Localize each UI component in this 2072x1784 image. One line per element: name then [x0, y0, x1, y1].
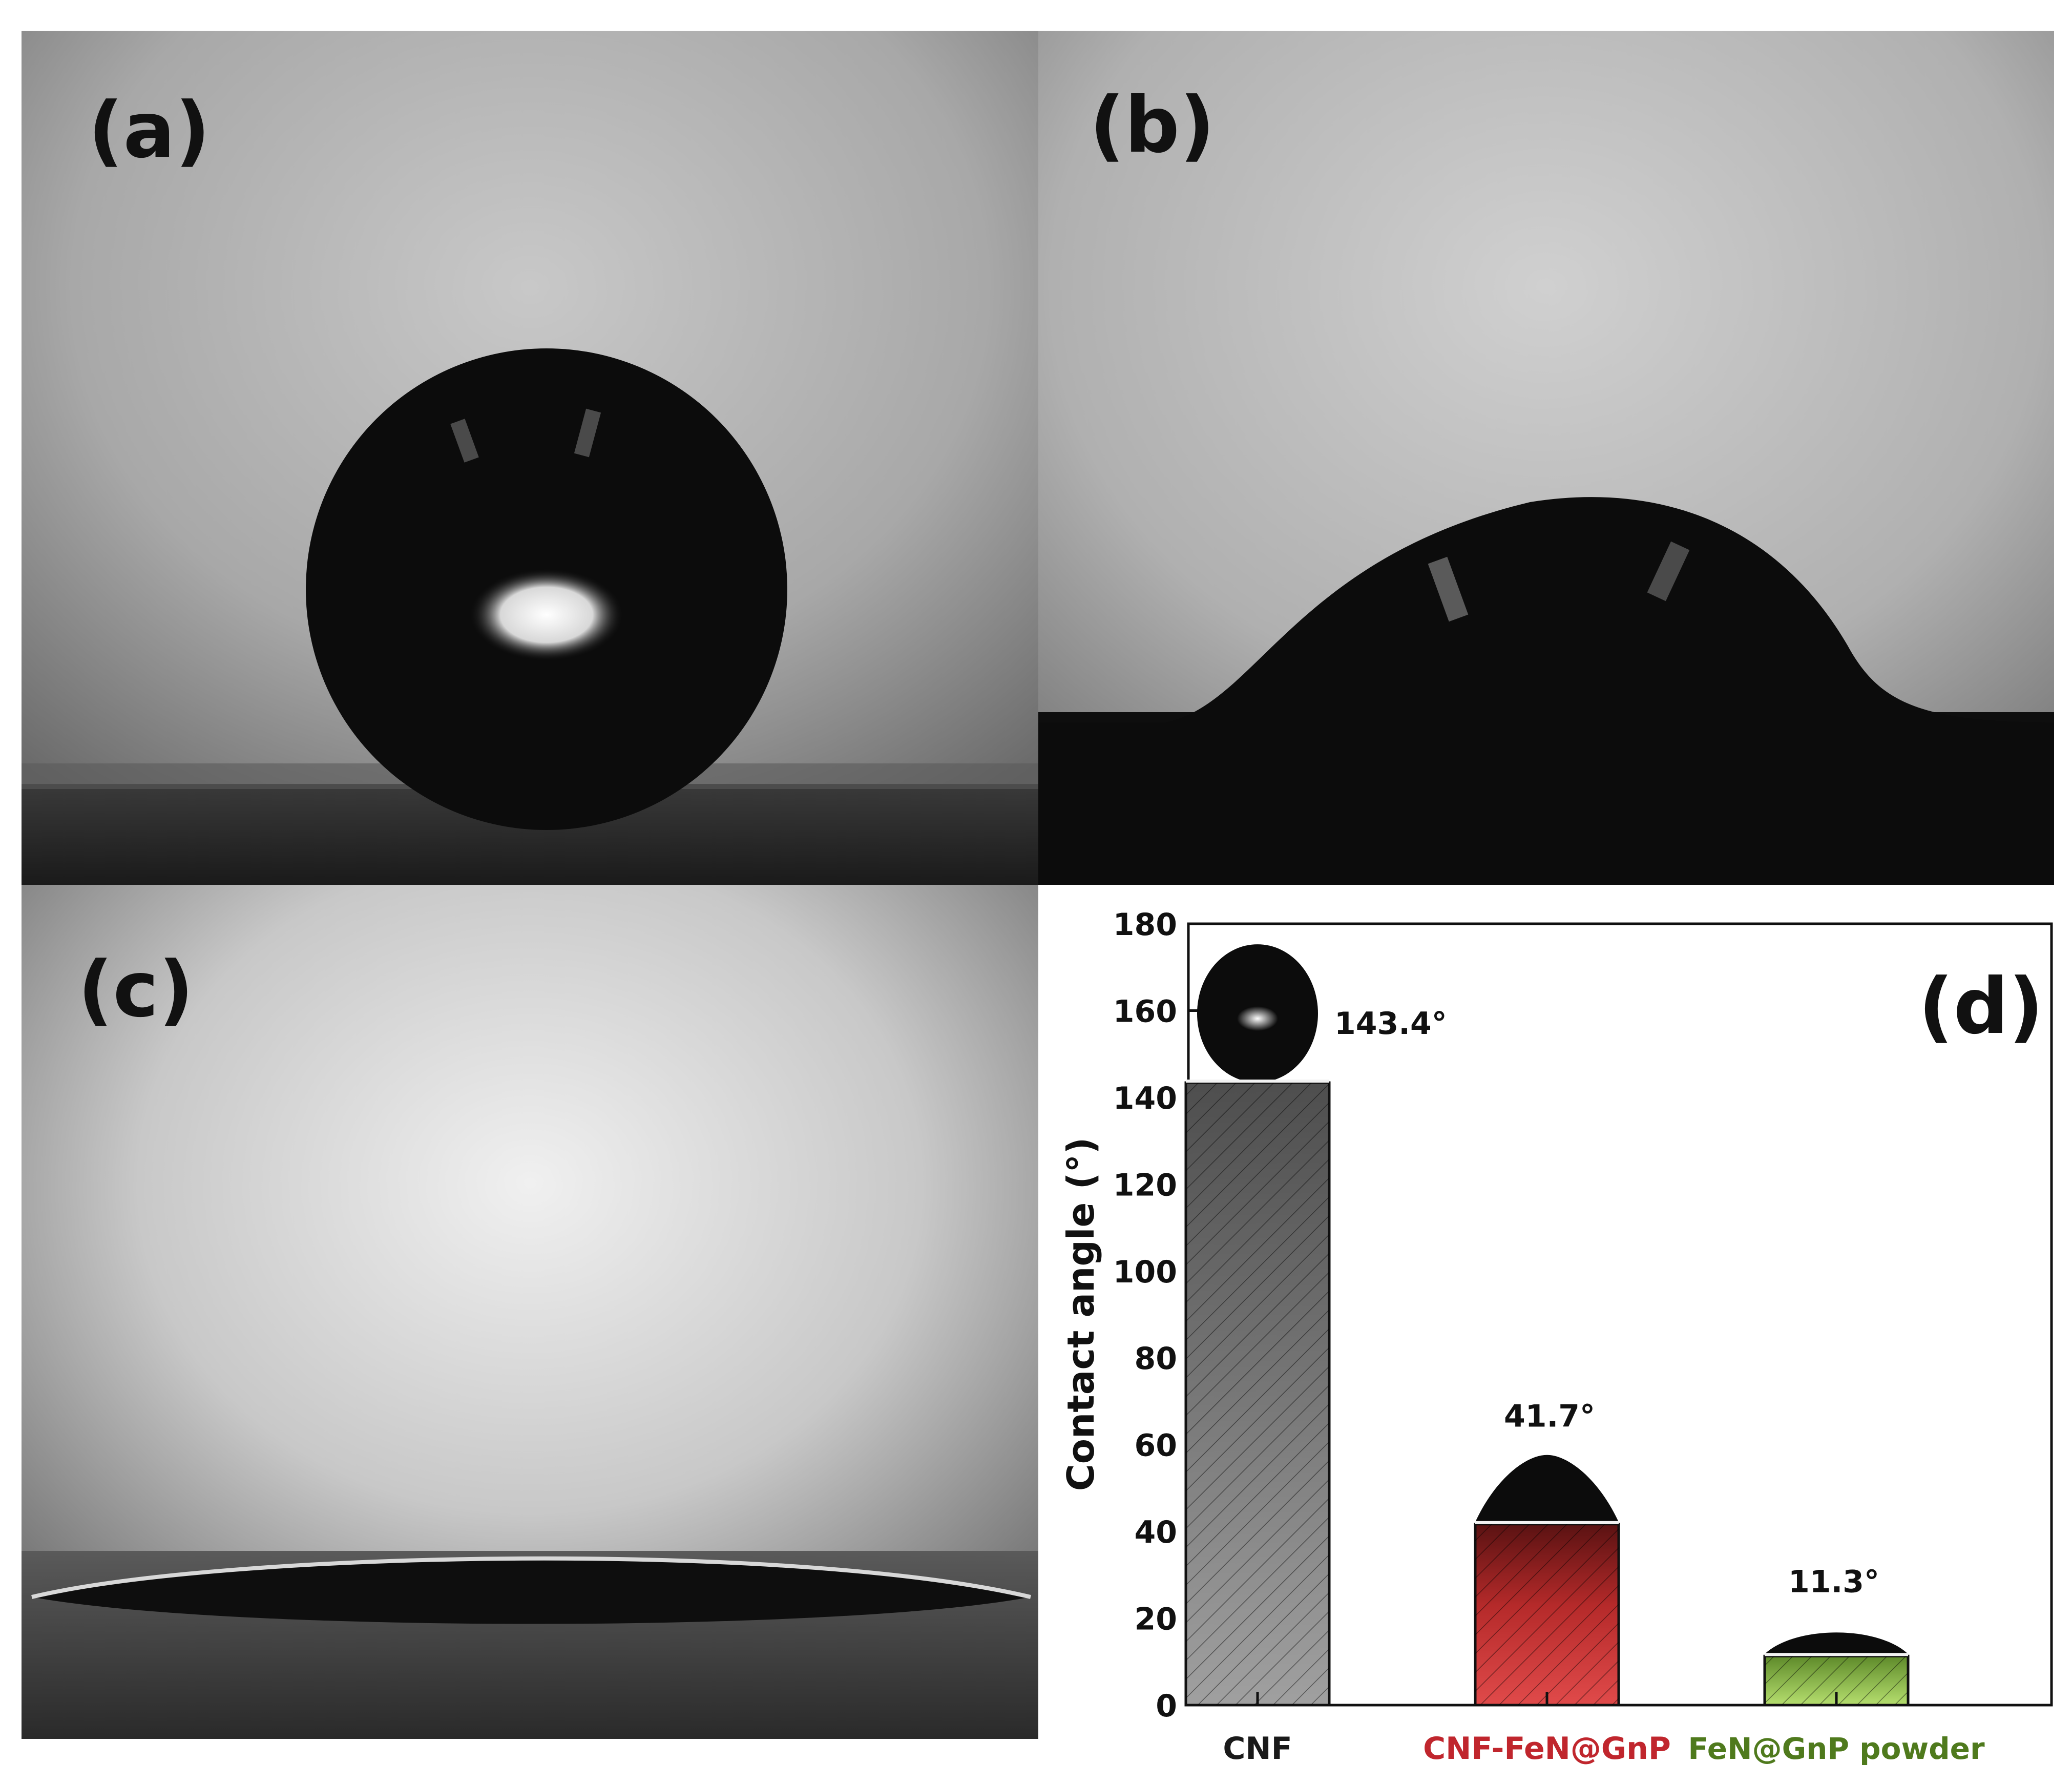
dome-droplet-icon — [1475, 1455, 1619, 1522]
panel-c-photo: (c) — [22, 885, 1038, 1739]
x-category-label: CNF-FeN@GnP — [1423, 1731, 1671, 1767]
droplet-highlight — [1237, 1006, 1278, 1031]
y-tick-label: 80 — [1135, 1341, 1178, 1377]
droplet-image-b — [1038, 31, 2054, 885]
droplet-inset-icon — [1475, 1455, 1619, 1524]
x-category-label: CNF — [1223, 1731, 1292, 1767]
panel-a-label: (a) — [88, 86, 211, 175]
y-tick-label: 20 — [1135, 1602, 1178, 1637]
y-axis-label: Contact angle (°) — [1059, 1137, 1102, 1491]
y-tick-label: 160 — [1113, 993, 1177, 1029]
panel-b-photo: (b) — [1038, 31, 2054, 885]
y-tick-label: 60 — [1135, 1428, 1178, 1464]
data-labels-group: 143.4° 41.7° 11.3° — [1334, 1006, 1879, 1600]
y-tick-label: 0 — [1156, 1688, 1177, 1724]
droplet-inset-icon — [1186, 944, 1329, 1083]
bars-group — [1184, 1081, 1910, 1707]
contact-angle-bar-chart: Contact angle (°) 0 20 40 60 80 100 120 140 160 1… — [1059, 907, 2053, 1767]
x-category-label: FeN@GnP powder — [1688, 1731, 1985, 1766]
flat-droplet-icon — [1765, 1632, 1908, 1654]
bar-hatch — [1475, 1524, 1619, 1705]
x-axis-labels: CNF CNF-FeN@GnP FeN@GnP powder — [1223, 1731, 1985, 1767]
droplet-inset-icon — [1765, 1632, 1908, 1656]
y-tick-label: 140 — [1113, 1081, 1177, 1116]
data-label: 11.3° — [1788, 1564, 1879, 1600]
panel-c-label: (c) — [78, 945, 194, 1034]
panel-d-label: (d) — [1918, 962, 2044, 1051]
y-tick-label: 180 — [1113, 907, 1177, 943]
bar-hatch — [1186, 1083, 1329, 1705]
data-label: 41.7° — [1504, 1399, 1595, 1435]
y-axis-ticks: 0 20 40 60 80 100 120 140 160 180 — [1113, 907, 1203, 1724]
y-tick-label: 40 — [1135, 1515, 1178, 1550]
panel-b-label: (b) — [1090, 81, 1215, 170]
panel-a-photo: (a) — [22, 31, 1038, 885]
y-tick-label: 100 — [1113, 1254, 1177, 1290]
data-label: 143.4° — [1334, 1006, 1447, 1042]
droplet-image-a — [22, 31, 1038, 885]
panel-d-chart: Contact angle (°) 0 20 40 60 80 100 120 140 160 1… — [1048, 894, 2072, 1782]
y-tick-label: 120 — [1113, 1167, 1177, 1203]
droplet-insets — [1186, 944, 1908, 1656]
droplet-image-c — [22, 885, 1038, 1739]
